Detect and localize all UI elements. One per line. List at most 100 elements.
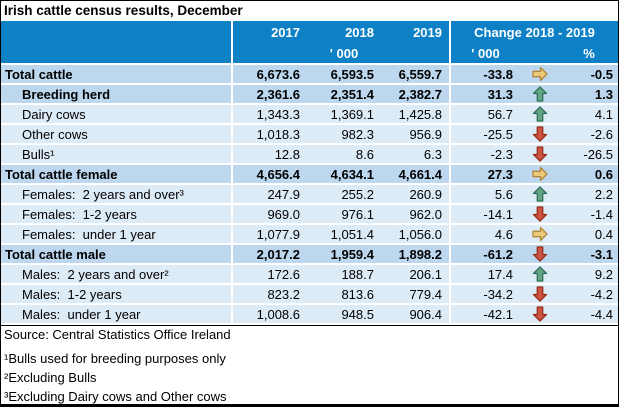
value-2018: 2,351.4	[330, 86, 374, 102]
value-2018: 8.6	[355, 146, 374, 162]
change-value: -33.8	[449, 65, 520, 83]
value-2019: 779.4	[409, 286, 442, 302]
row-label: Total cattle female	[5, 166, 118, 182]
value-2017: 4,656.4	[231, 165, 307, 183]
percent-value: -26.5	[583, 146, 613, 162]
percent-value: 4.1	[594, 106, 613, 122]
value-2018: 188.7	[341, 266, 374, 282]
value-2019: 260.9	[409, 186, 442, 202]
value-2019: 2,382.7	[398, 86, 442, 102]
col-header-2019: 2019	[413, 24, 442, 40]
percent-value: 1.3	[594, 86, 613, 102]
value-2019: 1,425.8	[398, 106, 442, 122]
value-2019: 962.0	[409, 206, 442, 222]
spacer	[1, 344, 618, 350]
up-arrow-icon	[532, 86, 548, 102]
down-arrow-icon	[532, 286, 548, 302]
table-row: Males: 2 years and over² 172.6 188.7 206.1 1…	[1, 265, 618, 285]
percent-value: -0.5	[590, 66, 613, 82]
header-empty-arrow	[520, 43, 560, 63]
value-2018: 813.6	[341, 286, 374, 302]
row-label: Females: 1-2 years	[22, 206, 137, 222]
row-label: Females: under 1 year	[22, 226, 156, 242]
table-row: Breeding herd 2,361.6 2,351.4 2,382.7 31.3 1.…	[1, 85, 618, 105]
row-label: Total cattle	[5, 66, 73, 82]
footnote-2: ²Excluding Bulls	[1, 369, 618, 388]
change-value: 56.7	[449, 105, 520, 123]
row-label: Dairy cows	[22, 106, 86, 122]
row-label: Breeding herd	[22, 86, 111, 102]
table-row: Total cattle male 2,017.2 1,959.4 1,898.2 -6…	[1, 245, 618, 265]
value-2019: 956.9	[409, 126, 442, 142]
value-2017: 1,343.3	[231, 105, 307, 123]
value-2017: 1,077.9	[231, 225, 307, 243]
footnote-3: ³Excluding Dairy cows and Other cows	[1, 388, 618, 404]
trend-cell	[520, 65, 560, 83]
value-2017: 1,008.6	[231, 305, 307, 323]
up-arrow-icon	[532, 266, 548, 282]
trend-cell	[520, 85, 560, 103]
col-header-2017: 2017	[231, 21, 307, 43]
trend-cell	[520, 225, 560, 243]
trend-cell	[520, 285, 560, 303]
header-label-cell	[1, 21, 231, 63]
value-2018: 982.3	[341, 126, 374, 142]
col-header-2018: 2018	[345, 24, 374, 40]
footnote-1: ¹Bulls used for breeding purposes only	[1, 350, 618, 369]
trend-cell	[520, 185, 560, 203]
table-header: 2017 2018 2019 Change 2018 - 2019 ' 000 …	[1, 21, 618, 65]
trend-cell	[520, 245, 560, 263]
change-value: -34.2	[449, 285, 520, 303]
trend-cell	[520, 165, 560, 183]
value-2019: 1,898.2	[398, 246, 442, 262]
change-value: -2.3	[449, 145, 520, 163]
change-value: -14.1	[449, 205, 520, 223]
change-value: -42.1	[449, 305, 520, 323]
table-row: Total cattle female 4,656.4 4,634.1 4,661.4…	[1, 165, 618, 185]
down-arrow-icon	[532, 206, 548, 222]
percent-header: %	[583, 45, 595, 61]
value-2017: 969.0	[231, 205, 307, 223]
table-row: Males: 1-2 years 823.2 813.6 779.4 -34.2 -4.2	[1, 285, 618, 305]
percent-value: -1.4	[590, 206, 613, 222]
value-2017: 2,017.2	[231, 245, 307, 263]
up-arrow-icon	[532, 186, 548, 202]
value-2018: 1,369.1	[330, 106, 374, 122]
row-label: Males: 1-2 years	[22, 286, 122, 302]
down-arrow-icon	[532, 246, 548, 262]
change-value: -25.5	[449, 125, 520, 143]
value-2017: 12.8	[231, 145, 307, 163]
row-label: Bulls¹	[22, 146, 55, 162]
change-value: 31.3	[449, 85, 520, 103]
change-value: 27.3	[449, 165, 520, 183]
header-empty-2017	[231, 43, 307, 63]
table-row: Total cattle 6,673.6 6,593.5 6,559.7 -33.8 -0…	[1, 65, 618, 85]
value-2017: 247.9	[231, 185, 307, 203]
value-2018: 976.1	[341, 206, 374, 222]
trend-cell	[520, 125, 560, 143]
source-note: Source: Central Statistics Office Irelan…	[1, 325, 618, 344]
trend-cell	[520, 305, 560, 323]
value-2017: 1,018.3	[231, 125, 307, 143]
value-2019: 206.1	[409, 266, 442, 282]
trend-cell	[520, 105, 560, 123]
unit-label-2018: ' 000	[329, 45, 359, 61]
value-2017: 2,361.6	[231, 85, 307, 103]
value-2019: 6,559.7	[398, 66, 442, 82]
value-2018: 1,051.4	[330, 226, 374, 242]
table-row: Females: 1-2 years 969.0 976.1 962.0 -14.1 -1…	[1, 205, 618, 225]
percent-value: 9.2	[594, 266, 613, 282]
down-arrow-icon	[532, 126, 548, 142]
trend-cell	[520, 145, 560, 163]
down-arrow-icon	[532, 146, 548, 162]
page-title: Irish cattle census results, December	[1, 1, 618, 21]
header-empty-2019	[381, 43, 449, 63]
percent-value: 2.2	[594, 186, 613, 202]
row-label: Males: under 1 year	[22, 306, 141, 322]
down-arrow-icon	[532, 306, 548, 322]
change-value: 4.6	[449, 225, 520, 243]
table-body: Total cattle 6,673.6 6,593.5 6,559.7 -33.8 -0…	[1, 65, 618, 325]
change-value: -61.2	[449, 245, 520, 263]
table-row: Bulls¹ 12.8 8.6 6.3 -2.3 -26.5	[1, 145, 618, 165]
value-2019: 1,056.0	[398, 226, 442, 242]
